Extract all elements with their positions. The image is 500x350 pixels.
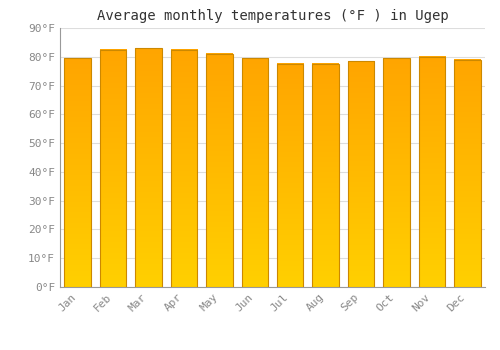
Bar <box>136 48 162 287</box>
Bar <box>418 57 445 287</box>
Bar <box>454 60 480 287</box>
Bar <box>348 61 374 287</box>
Bar <box>383 58 409 287</box>
Bar <box>100 50 126 287</box>
Bar <box>64 58 91 287</box>
Title: Average monthly temperatures (°F ) in Ugep: Average monthly temperatures (°F ) in Ug… <box>96 9 448 23</box>
Bar <box>206 54 233 287</box>
Bar <box>277 64 303 287</box>
Bar <box>170 50 197 287</box>
Bar <box>312 64 339 287</box>
Bar <box>242 58 268 287</box>
